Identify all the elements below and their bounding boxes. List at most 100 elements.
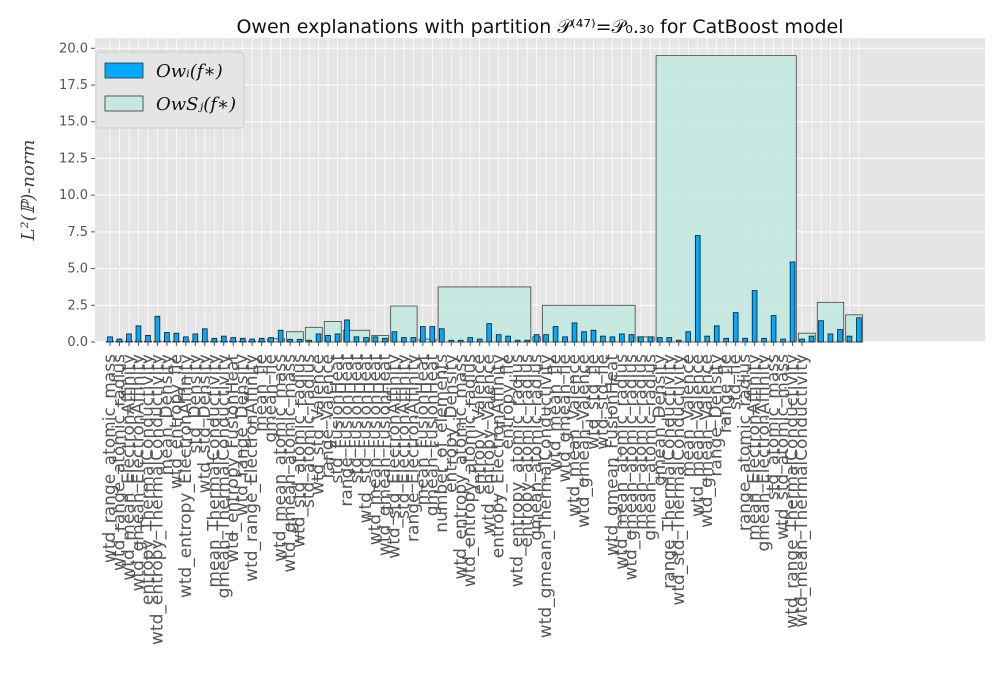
individual-bar: [552, 326, 559, 343]
individual-bar: [164, 332, 170, 343]
x-tick-label: entropy_fie: [498, 354, 518, 449]
individual-bar: [600, 335, 606, 343]
y-tick-label: 12.5: [59, 151, 88, 166]
y-tick-label: 15.0: [59, 115, 88, 130]
x-tick-label: range_fie: [716, 354, 736, 433]
x-tick-label: wtd_entropy_atomic_radius: [460, 354, 480, 587]
individual-bar: [581, 331, 587, 343]
group-bar: [267, 338, 285, 343]
y-tick-label: 10.0: [59, 188, 88, 203]
x-tick-label: wtd_entropy_FusionHeat: [223, 354, 243, 563]
x-tick-label: gmean_FusionHeat: [422, 354, 442, 517]
x-tick-label: gmean_ElectronAffinity: [754, 354, 774, 552]
individual-bar: [808, 335, 815, 343]
y-tick-label: 2.5: [67, 298, 88, 313]
individual-bar: [344, 319, 350, 343]
x-tick-label: mean_FusionHeat: [413, 354, 433, 506]
individual-bar: [694, 235, 701, 343]
individual-bar: [420, 326, 426, 343]
x-tick-label: wtd_std_ThermalConductivity: [669, 354, 689, 606]
individual-bar: [685, 331, 692, 343]
x-tick-label: mean_fie: [252, 354, 272, 432]
x-tick-label: wtd_std_Valence: [309, 354, 329, 495]
chart-title: Owen explanations with partition 𝒫⁽⁴⁷⁾=𝒫…: [236, 16, 843, 38]
y-axis-ticks: 0.0 2.5 5.0 7.5 10.0 12.5 15.0 17.5 20.0: [59, 41, 95, 350]
individual-bar: [173, 332, 180, 343]
x-tick-label: gmean_atomic_radius: [640, 354, 660, 541]
legend-label-group: Ow𝑆ⱼ(f∗): [156, 94, 236, 115]
individual-bar: [230, 337, 237, 343]
group-bar: [636, 336, 655, 343]
x-tick-label: wtd_entropy_Valence: [479, 354, 499, 535]
y-tick-label: 20.0: [59, 41, 88, 56]
x-tick-label: range_ElectronAffinity: [403, 354, 423, 542]
x-tick-label: range_FusionHeat: [337, 354, 357, 507]
individual-bar: [192, 333, 199, 343]
individual-bar: [666, 337, 673, 343]
individual-bar: [609, 336, 616, 343]
individual-bar: [789, 261, 796, 343]
x-tick-label: std_atomic_mass: [764, 354, 784, 500]
x-tick-label: mean_ElectronAffinity: [745, 354, 765, 541]
individual-bars: [107, 235, 862, 343]
x-tick-label: number_of_elements: [432, 354, 452, 533]
x-tick-label: wtd_range_ThermalConductivity: [783, 354, 803, 629]
individual-bar: [183, 336, 189, 343]
individual-bar: [780, 338, 786, 343]
x-tick-label: range_Valence: [318, 354, 338, 478]
x-tick-label: mean_ThermalConductivity: [204, 354, 224, 588]
x-tick-label: wtd_mean_FusionHeat: [365, 354, 385, 546]
x-tick-label: std_Density: [185, 354, 205, 453]
individual-bar: [306, 339, 312, 343]
individual-bar: [372, 336, 379, 343]
x-tick-label: wtd_std_fie: [583, 354, 603, 450]
individual-bar: [562, 336, 568, 343]
individual-bar: [713, 325, 720, 343]
individual-bar: [382, 337, 388, 343]
x-tick-label: wtd_mean_Valence: [565, 354, 585, 517]
individual-bar: [770, 315, 777, 343]
x-tick-label: wtd_mean_fie: [546, 354, 566, 472]
individual-bar: [514, 339, 521, 343]
group-bar: [797, 332, 816, 343]
individual-bar: [135, 325, 142, 343]
individual-bar: [391, 331, 398, 343]
x-tick-label: std_atomic_radius: [299, 354, 319, 508]
x-tick-label: range_ThermalConductivity: [659, 354, 679, 589]
individual-bar: [657, 337, 663, 343]
individual-bar: [543, 334, 549, 343]
x-tick-label: entropy_Density: [441, 354, 461, 493]
x-tick-label: mean_Density: [157, 354, 177, 475]
individual-bar: [287, 338, 293, 343]
x-tick-label: wtd_gmean_atomic_radius: [621, 354, 641, 581]
x-tick-label: wtd_gmean_FusionHeat: [602, 354, 622, 556]
individual-bar: [438, 328, 445, 343]
x-tick-label: wtd_std_Density: [195, 354, 215, 493]
y-tick-label: 5.0: [67, 262, 88, 277]
individual-bar: [590, 329, 597, 343]
x-tick-label: wtd_gmean_Valence: [697, 354, 717, 528]
x-tick-label: wtd_gmean_FusionHeat: [375, 354, 395, 556]
individual-bar: [201, 328, 208, 343]
legend-swatch-group: [104, 95, 144, 112]
x-tick-label: range_atomic_radius: [735, 354, 755, 531]
individual-bar: [268, 337, 274, 343]
x-tick-label: wtd_range_ElectronAffinity: [242, 354, 262, 582]
individual-bar: [467, 337, 474, 343]
individual-bar: [315, 333, 322, 343]
x-tick-label: wtd_mean_ThermalConductivity: [792, 354, 812, 627]
x-tick-label: wtd_mean_Valence: [688, 354, 708, 517]
individual-bar: [325, 334, 331, 343]
group-bar: [418, 338, 437, 343]
x-tick-label: wtd_std_atomic_radius: [290, 354, 310, 548]
individual-bar: [126, 333, 132, 343]
individual-bar: [856, 317, 862, 343]
individual-bar: [249, 338, 256, 343]
x-tick-label: entropy_atomic_radius: [517, 354, 537, 548]
x-tick-label: range_Density: [707, 354, 727, 477]
individual-bar: [410, 337, 417, 343]
x-tick-label: wtd_entropy_ThermalConductivity: [147, 354, 167, 645]
individual-bar: [353, 336, 360, 343]
x-tick-label: wtd_range_atomic_radius: [109, 354, 129, 571]
x-tick-label: wtd_mean_ElectronAffinity: [119, 354, 139, 581]
